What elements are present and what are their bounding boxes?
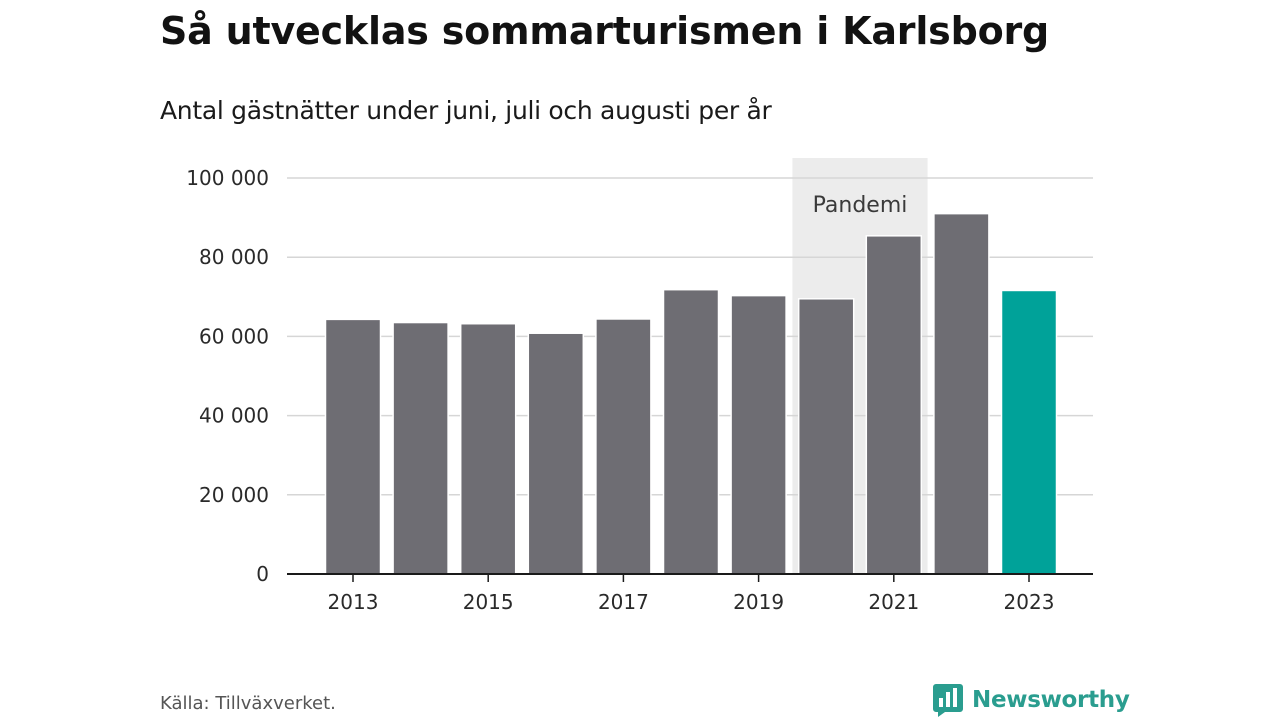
y-tick-label: 20 000: [199, 483, 269, 507]
chart-title: Så utvecklas sommarturismen i Karlsborg: [160, 9, 1050, 53]
bar-2020: [797, 298, 855, 575]
newsworthy-logo-icon: [933, 684, 963, 717]
bar-2023: [1000, 289, 1058, 575]
bar-2015: [459, 322, 517, 575]
bar-2018: [662, 288, 720, 575]
y-tick-label: 40 000: [199, 404, 269, 428]
x-tick-label: 2023: [1004, 590, 1055, 614]
bar-2016: [527, 332, 585, 575]
source-note: Källa: Tillväxverket.: [160, 693, 336, 714]
bar-chart: Pandemi 0 20 000 40 000 60 000 80 000 100 000 2…: [186, 158, 1093, 614]
x-tick-label: 2021: [868, 590, 919, 614]
x-tick-label: 2017: [598, 590, 649, 614]
bar-2021: [865, 235, 923, 575]
y-tick-label: 100 000: [186, 166, 269, 190]
bar-2014: [392, 321, 449, 575]
brand-name: Newsworthy: [972, 687, 1130, 713]
y-tick-label: 0: [256, 562, 269, 586]
bar-2013: [324, 318, 382, 575]
bar-2022: [933, 212, 990, 575]
x-tick-label: 2015: [463, 590, 514, 614]
chart-subtitle: Antal gästnätter under juni, juli och au…: [160, 96, 772, 125]
brand-logo[interactable]: Newsworthy: [932, 682, 1130, 718]
y-tick-label: 80 000: [199, 245, 269, 269]
x-tick-label: 2019: [733, 590, 784, 614]
x-tick-label: 2013: [328, 590, 379, 614]
pandemic-label: Pandemi: [813, 193, 908, 218]
bar-2017: [595, 318, 652, 575]
bar-2019: [730, 294, 787, 575]
y-tick-label: 60 000: [199, 324, 269, 348]
